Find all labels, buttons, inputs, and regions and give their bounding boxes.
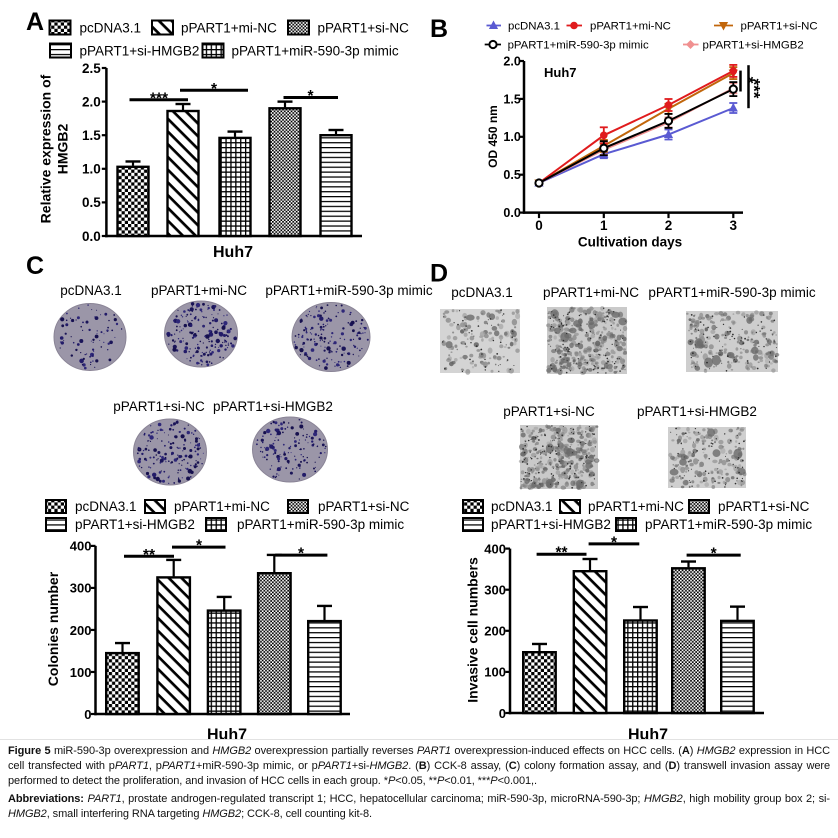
svg-text:pPART1+miR-590-3p mimic: pPART1+miR-590-3p mimic xyxy=(232,43,399,58)
svg-text:pPART1+mi-NC: pPART1+mi-NC xyxy=(181,20,277,35)
svg-text:1.0: 1.0 xyxy=(503,130,520,144)
svg-text:*: * xyxy=(298,546,305,563)
svg-text:Colonies number: Colonies number xyxy=(45,571,61,686)
svg-text:pcDNA3.1: pcDNA3.1 xyxy=(508,21,560,33)
svg-text:pPART1+miR-590-3p mimic: pPART1+miR-590-3p mimic xyxy=(237,517,404,532)
svg-text:pPART1+si-HMGB2: pPART1+si-HMGB2 xyxy=(491,517,611,532)
svg-text:0.0: 0.0 xyxy=(503,206,520,220)
svg-text:pPART1+si-NC: pPART1+si-NC xyxy=(318,20,410,35)
svg-text:Huh7: Huh7 xyxy=(628,727,668,744)
svg-text:100: 100 xyxy=(70,665,92,680)
svg-text:pPART1+mi-NC: pPART1+mi-NC xyxy=(588,499,684,514)
svg-text:pPART1+si-NC: pPART1+si-NC xyxy=(113,399,205,414)
svg-text:Relative expression of: Relative expression of xyxy=(38,74,54,223)
svg-text:300: 300 xyxy=(70,581,92,596)
svg-text:pPART1+miR-590-3p mimic: pPART1+miR-590-3p mimic xyxy=(648,285,815,300)
svg-text:pPART1+mi-NC: pPART1+mi-NC xyxy=(151,283,247,298)
svg-text:300: 300 xyxy=(484,583,506,598)
svg-text:3: 3 xyxy=(730,218,738,233)
svg-text:pcDNA3.1: pcDNA3.1 xyxy=(451,285,513,300)
svg-text:1.5: 1.5 xyxy=(82,128,101,143)
svg-text:0.0: 0.0 xyxy=(82,229,101,244)
svg-text:200: 200 xyxy=(484,624,506,639)
svg-text:1: 1 xyxy=(600,218,608,233)
svg-text:pPART1+si-HMGB2: pPART1+si-HMGB2 xyxy=(637,404,757,419)
svg-text:pPART1+miR-590-3p mimic: pPART1+miR-590-3p mimic xyxy=(645,517,812,532)
svg-text:200: 200 xyxy=(70,623,92,638)
svg-text:0: 0 xyxy=(84,707,91,722)
svg-text:*: * xyxy=(711,546,718,563)
svg-text:***: *** xyxy=(745,79,764,99)
svg-text:0.5: 0.5 xyxy=(503,168,520,182)
svg-text:100: 100 xyxy=(484,665,506,680)
svg-text:pPART1+si-NC: pPART1+si-NC xyxy=(503,404,595,419)
svg-text:Huh7: Huh7 xyxy=(544,65,577,80)
svg-text:OD 450 nm: OD 450 nm xyxy=(486,105,500,168)
svg-text:pcDNA3.1: pcDNA3.1 xyxy=(491,499,553,514)
svg-text:pPART1+si-NC: pPART1+si-NC xyxy=(318,499,410,514)
svg-text:*: * xyxy=(211,81,218,98)
svg-text:Cultivation days: Cultivation days xyxy=(578,235,682,250)
svg-text:pPART1+miR-590-3p mimic: pPART1+miR-590-3p mimic xyxy=(508,40,649,52)
svg-text:2: 2 xyxy=(665,218,673,233)
svg-text:***: *** xyxy=(150,90,169,107)
svg-text:**: ** xyxy=(143,547,156,564)
svg-text:Invasive cell numbers: Invasive cell numbers xyxy=(465,557,481,703)
svg-text:*: * xyxy=(307,88,314,105)
svg-text:Huh7: Huh7 xyxy=(207,727,247,744)
svg-text:pPART1+si-HMGB2: pPART1+si-HMGB2 xyxy=(703,40,804,52)
svg-text:1.5: 1.5 xyxy=(503,92,520,106)
svg-text:A: A xyxy=(26,8,44,36)
svg-text:0: 0 xyxy=(499,706,506,721)
svg-text:pPART1+si-HMGB2: pPART1+si-HMGB2 xyxy=(213,399,333,414)
svg-text:pPART1+si-HMGB2: pPART1+si-HMGB2 xyxy=(80,43,200,58)
svg-text:0: 0 xyxy=(535,218,543,233)
svg-text:pcDNA3.1: pcDNA3.1 xyxy=(75,499,137,514)
svg-text:1.0: 1.0 xyxy=(82,162,101,177)
svg-text:2.0: 2.0 xyxy=(82,94,101,109)
svg-text:pPART1+si-HMGB2: pPART1+si-HMGB2 xyxy=(75,517,195,532)
svg-text:**: ** xyxy=(555,545,568,562)
svg-text:Huh7: Huh7 xyxy=(213,244,253,261)
svg-text:*: * xyxy=(196,538,203,555)
svg-text:pPART1+mi-NC: pPART1+mi-NC xyxy=(174,499,270,514)
svg-text:B: B xyxy=(430,15,448,43)
svg-text:D: D xyxy=(430,260,448,288)
svg-text:400: 400 xyxy=(484,541,506,556)
svg-text:2.0: 2.0 xyxy=(503,54,520,68)
svg-text:*: * xyxy=(611,534,618,551)
svg-text:0.5: 0.5 xyxy=(82,195,101,210)
svg-text:pPART1+si-NC: pPART1+si-NC xyxy=(718,499,810,514)
svg-text:pcDNA3.1: pcDNA3.1 xyxy=(60,283,122,298)
svg-text:2.5: 2.5 xyxy=(82,61,101,76)
svg-text:pPART1+mi-NC: pPART1+mi-NC xyxy=(543,285,639,300)
svg-text:pPART1+miR-590-3p mimic: pPART1+miR-590-3p mimic xyxy=(265,283,432,298)
svg-text:pcDNA3.1: pcDNA3.1 xyxy=(80,20,142,35)
svg-text:pPART1+mi-NC: pPART1+mi-NC xyxy=(590,21,671,33)
svg-text:HMGB2: HMGB2 xyxy=(55,124,71,175)
svg-text:400: 400 xyxy=(70,539,92,554)
svg-text:C: C xyxy=(26,252,44,280)
svg-text:pPART1+si-NC: pPART1+si-NC xyxy=(741,21,818,33)
